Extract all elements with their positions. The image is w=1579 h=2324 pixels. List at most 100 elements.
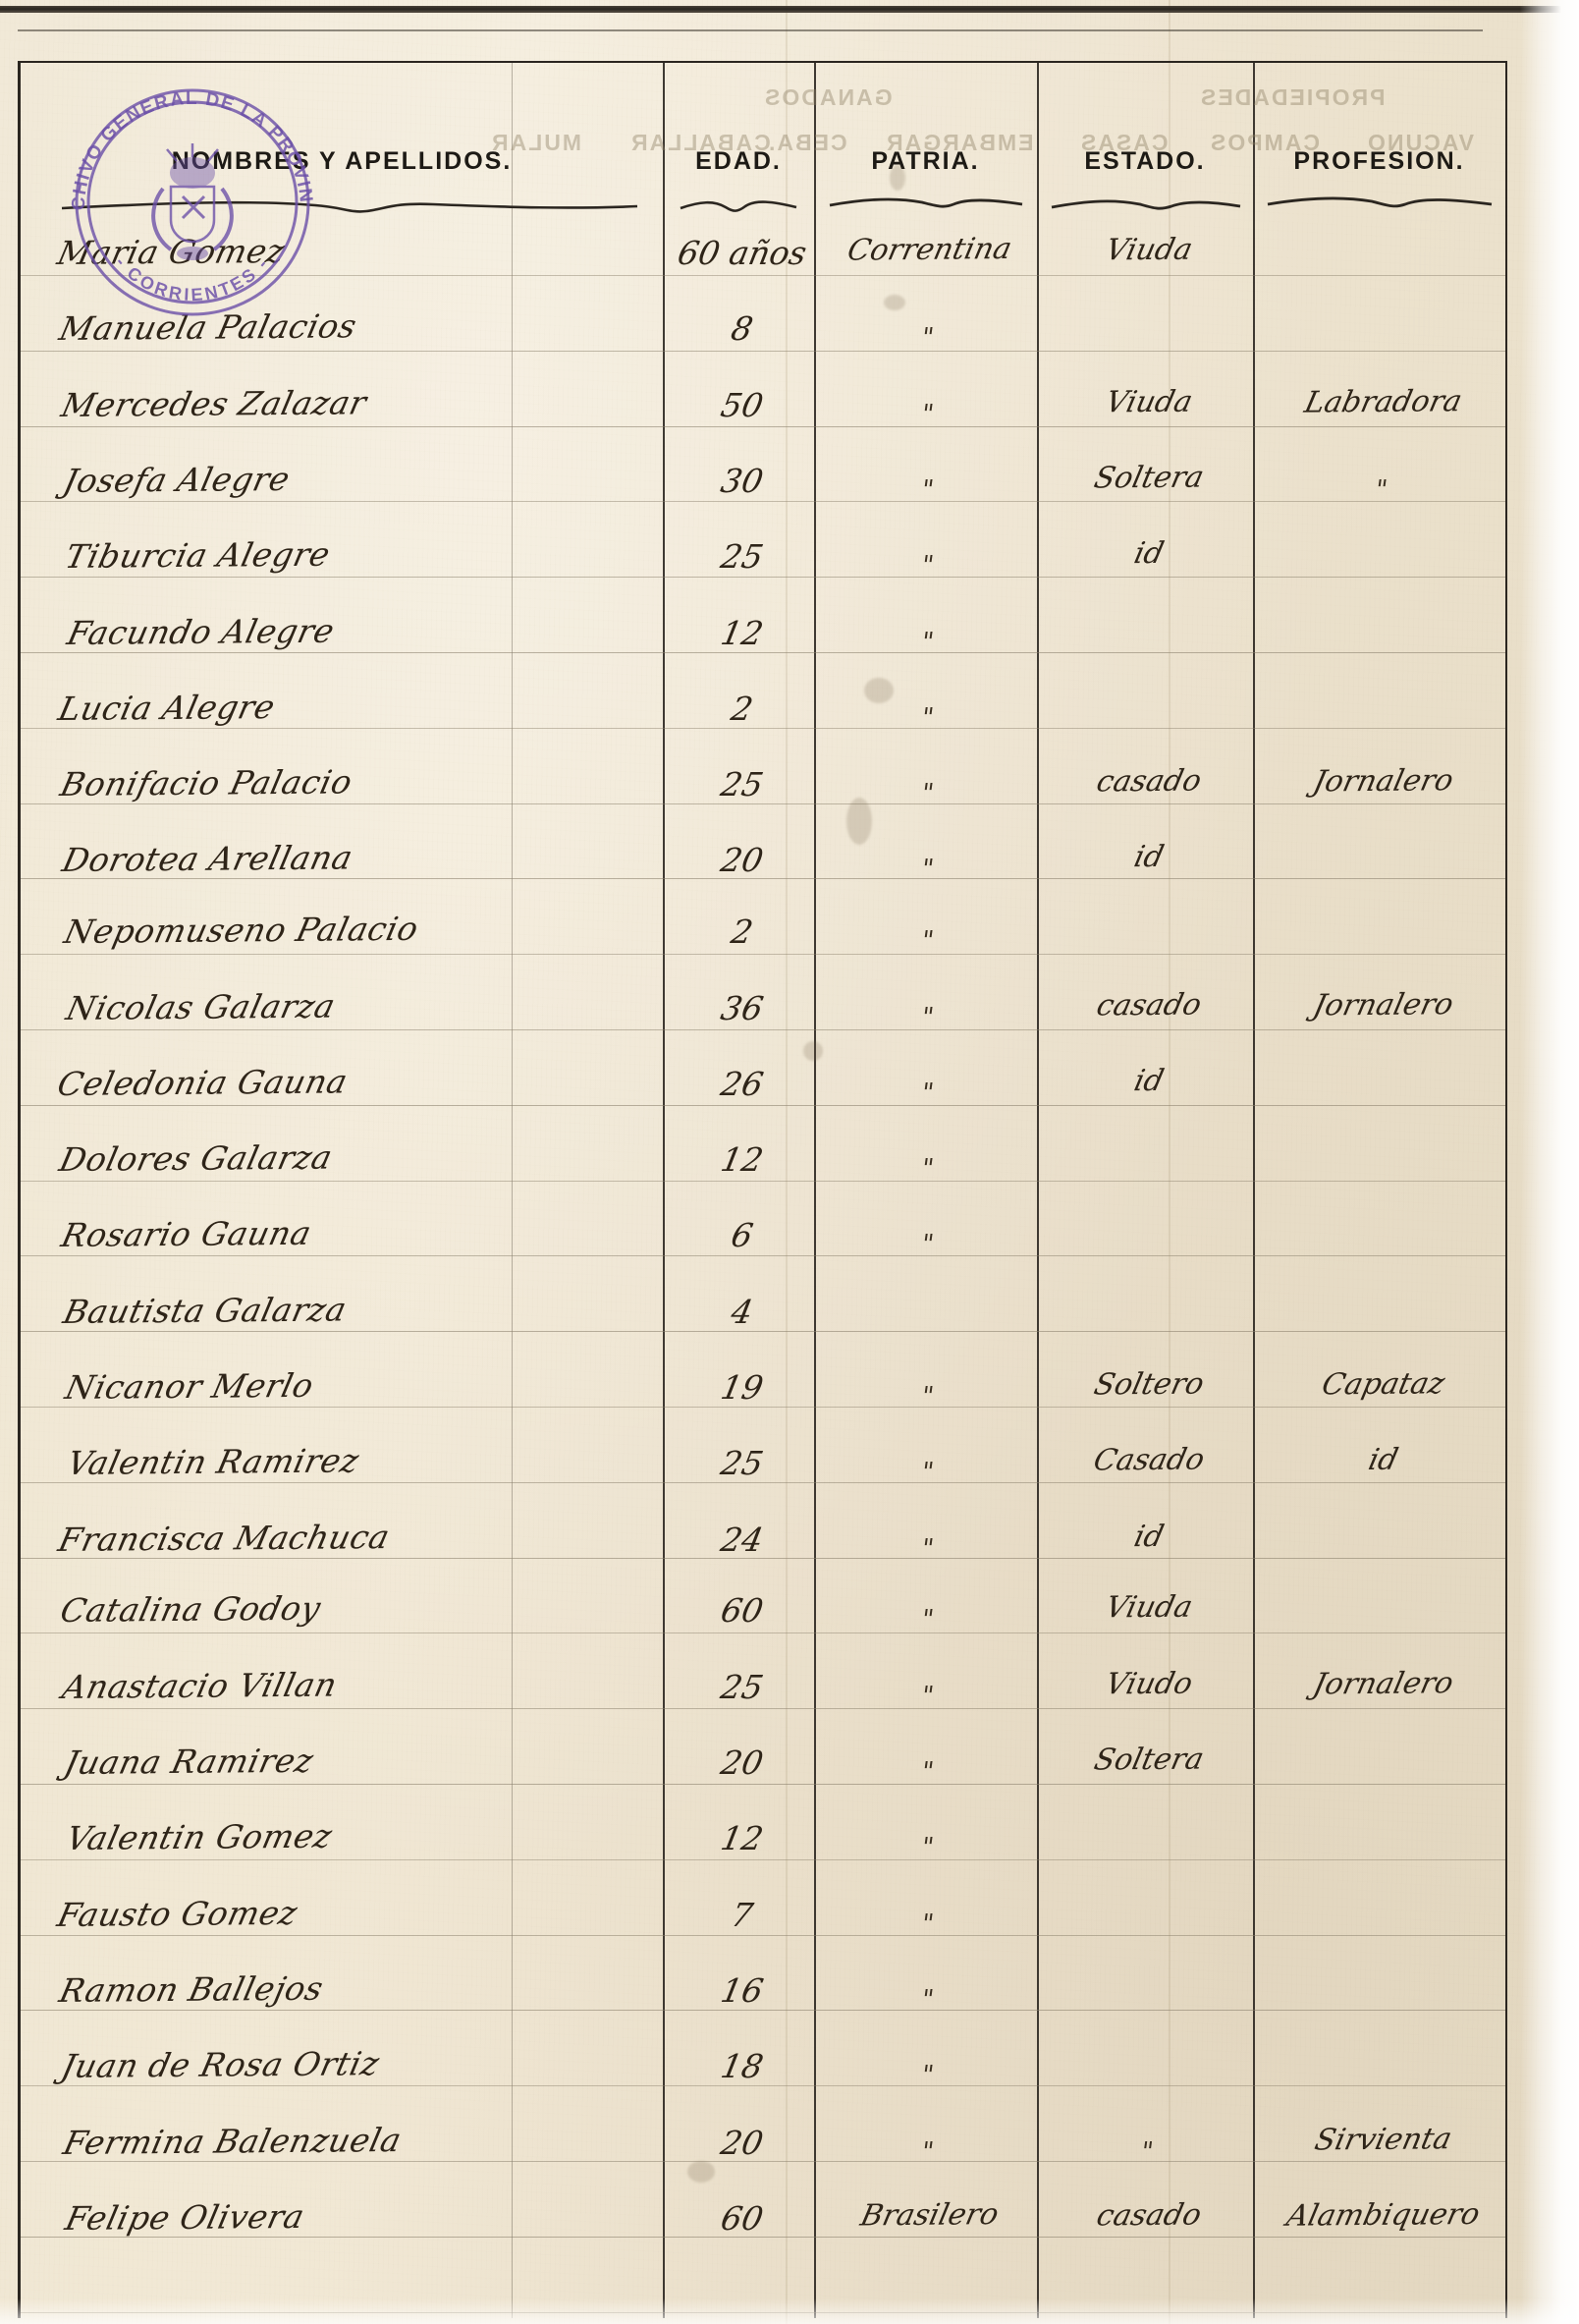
rule-line bbox=[21, 1557, 1505, 1559]
header-swash bbox=[828, 193, 1024, 212]
column-header-estado: ESTADO. bbox=[1084, 147, 1206, 175]
cell-profesion: Jornalero bbox=[1309, 986, 1457, 1023]
cell-nombres: Catalina Godoy bbox=[57, 1589, 325, 1631]
cell-ditto-mark: " bbox=[919, 323, 936, 354]
cell-nombres: Valentin Gomez bbox=[63, 1816, 337, 1858]
cell-ditto-mark: " bbox=[919, 1533, 936, 1564]
cell-ditto-mark: " bbox=[919, 1230, 936, 1260]
cell-edad: 25 bbox=[718, 1667, 767, 1706]
page-edge-right bbox=[1520, 0, 1579, 2324]
cell-nombres: Juan de Rosa Ortiz bbox=[58, 2044, 384, 2086]
cell-estado: id bbox=[1130, 1063, 1168, 1098]
ink-blot bbox=[687, 2161, 715, 2183]
cell-estado: casado bbox=[1093, 987, 1205, 1023]
cell-edad: 2 bbox=[728, 913, 757, 952]
cell-edad: 60 años bbox=[674, 234, 810, 272]
cell-ditto-mark: " bbox=[1373, 474, 1389, 505]
cell-estado: Soltera bbox=[1090, 460, 1208, 496]
cell-nombres: Mercedes Zalazar bbox=[58, 382, 371, 424]
rule-line bbox=[21, 1481, 1505, 1483]
cell-ditto-mark: " bbox=[919, 2061, 936, 2091]
cell-estado: Casado bbox=[1090, 1442, 1208, 1478]
cell-ditto-mark: " bbox=[919, 779, 936, 809]
cell-ditto-mark: " bbox=[919, 1909, 936, 1939]
cell-ditto-mark: " bbox=[1139, 2136, 1156, 2167]
top-rule-thick bbox=[0, 6, 1579, 13]
cell-ditto-mark: " bbox=[919, 1757, 936, 1787]
cell-edad: 12 bbox=[718, 1819, 767, 1858]
rule-line bbox=[21, 1708, 1505, 1710]
cell-nombres: Felipe Olivera bbox=[62, 2196, 308, 2238]
cell-nombres: Lucia Alegre bbox=[55, 687, 279, 728]
cell-nombres: Francisca Machuca bbox=[55, 1517, 394, 1559]
cell-edad: 25 bbox=[718, 765, 767, 804]
column-header-edad: EDAD. bbox=[695, 147, 782, 175]
cell-nombres: Celedonia Gauna bbox=[54, 1062, 352, 1103]
cell-ditto-mark: " bbox=[919, 1984, 936, 2015]
rule-line bbox=[21, 2161, 1505, 2162]
cell-nombres: Tiburcia Alegre bbox=[62, 534, 334, 577]
cell-nombres: Maria Gomez bbox=[54, 231, 290, 272]
rule-line bbox=[21, 878, 1505, 880]
column-divider-edad bbox=[663, 63, 665, 2318]
rule-line bbox=[21, 1858, 1505, 1860]
cell-nombres: Bonifacio Palacio bbox=[57, 762, 356, 804]
cell-ditto-mark: " bbox=[919, 627, 936, 657]
rule-line bbox=[21, 1632, 1505, 1634]
fold-line bbox=[1169, 0, 1171, 2324]
cell-edad: 12 bbox=[718, 1140, 767, 1180]
rule-line bbox=[21, 2010, 1505, 2012]
cell-ditto-mark: " bbox=[919, 2136, 936, 2167]
header-swash bbox=[60, 196, 639, 216]
cell-nombres: Fermina Balenzuela bbox=[60, 2120, 406, 2162]
cell-nombres: Nicanor Merlo bbox=[62, 1365, 318, 1407]
cell-edad: 60 bbox=[718, 1591, 767, 1631]
column-header-profesion: PROFESION. bbox=[1293, 147, 1465, 175]
cell-nombres: Manuela Palacios bbox=[56, 306, 360, 349]
cell-ditto-mark: " bbox=[919, 474, 936, 505]
cell-ditto-mark: " bbox=[919, 702, 936, 733]
rule-line bbox=[21, 652, 1505, 653]
ink-blot bbox=[846, 798, 872, 845]
rule-line bbox=[21, 1934, 1505, 1936]
cell-edad: 6 bbox=[728, 1216, 757, 1255]
cell-estado: Viuda bbox=[1102, 384, 1196, 420]
top-rule-thin bbox=[18, 29, 1483, 31]
cell-edad: 60 bbox=[718, 2198, 767, 2238]
cell-edad: 7 bbox=[728, 1895, 757, 1934]
cell-profesion: Sirvienta bbox=[1311, 2121, 1455, 2157]
cell-ditto-mark: " bbox=[919, 1154, 936, 1185]
cell-nombres: Facundo Alegre bbox=[64, 611, 339, 652]
cell-profesion: Jornalero bbox=[1309, 763, 1457, 800]
cell-nombres: Anastacio Villan bbox=[59, 1665, 342, 1706]
cell-patria: Brasilero bbox=[857, 2196, 1003, 2234]
cell-estado: id bbox=[1130, 1519, 1168, 1554]
cell-estado: id bbox=[1130, 536, 1168, 572]
cell-edad: 50 bbox=[718, 385, 767, 424]
ink-blot bbox=[890, 165, 905, 191]
column-divider-inner bbox=[512, 63, 513, 2318]
cell-ditto-mark: " bbox=[919, 1002, 936, 1032]
cell-edad: 12 bbox=[718, 613, 767, 652]
fold-line bbox=[786, 0, 788, 2324]
cell-patria: Correntina bbox=[844, 231, 1015, 268]
cell-nombres: Nicolas Galarza bbox=[63, 986, 340, 1027]
census-table: GANADOS PROPIEDADES MULAR CABALLAR CEBA.… bbox=[18, 61, 1507, 2318]
cell-profesion: id bbox=[1365, 1443, 1401, 1478]
cell-edad: 25 bbox=[718, 1444, 767, 1483]
cell-estado: Viudo bbox=[1102, 1666, 1196, 1702]
cell-nombres: Valentin Ramirez bbox=[64, 1441, 363, 1483]
cell-nombres: Bautista Galarza bbox=[60, 1290, 351, 1331]
rule-line bbox=[21, 802, 1505, 804]
cell-ditto-mark: " bbox=[919, 1605, 936, 1635]
cell-profesion: Jornalero bbox=[1309, 1665, 1457, 1702]
cell-ditto-mark: " bbox=[919, 1382, 936, 1411]
rule-line bbox=[21, 1407, 1505, 1408]
cell-nombres: Rosario Gauna bbox=[58, 1214, 315, 1255]
cell-nombres: Nepomuseno Palacio bbox=[61, 910, 422, 952]
cell-ditto-mark: " bbox=[919, 1681, 936, 1711]
cell-edad: 25 bbox=[718, 537, 767, 577]
header-swash bbox=[679, 196, 798, 216]
rule-line bbox=[21, 727, 1505, 729]
